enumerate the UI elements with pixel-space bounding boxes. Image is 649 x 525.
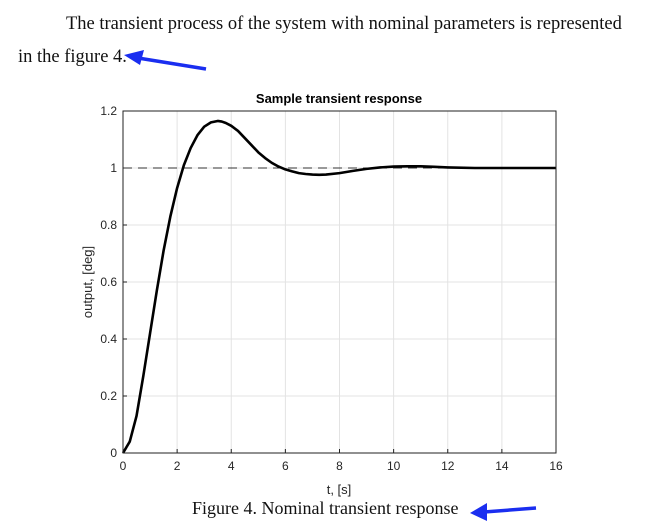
x-tick-label: 12 bbox=[441, 459, 455, 473]
left-arrow-icon bbox=[124, 50, 207, 71]
y-tick-label: 0.8 bbox=[100, 218, 117, 232]
y-tick-label: 0.2 bbox=[100, 389, 117, 403]
x-axis-label: t, [s] bbox=[327, 482, 352, 497]
arrow-shaft bbox=[483, 506, 537, 514]
x-tick-label: 2 bbox=[174, 459, 181, 473]
y-tick-label: 0.4 bbox=[100, 332, 117, 346]
series-line bbox=[121, 119, 556, 454]
y-tick-label: 0.6 bbox=[100, 275, 117, 289]
chart-title: Sample transient response bbox=[256, 91, 422, 106]
x-tick-label: 16 bbox=[549, 459, 563, 473]
figure-caption: Figure 4. Nominal transient response bbox=[192, 498, 459, 518]
transient-response-chart: 0 2 4 6 8 10 12 14 16 0 0.2 0.4 0.6 0.8 1 1.2 Sample t… bbox=[80, 91, 563, 497]
x-tick-label: 8 bbox=[336, 459, 343, 473]
arrow-shaft bbox=[137, 56, 207, 71]
arrow-head bbox=[470, 503, 487, 521]
x-tick-label: 6 bbox=[282, 459, 289, 473]
y-tick-label: 1 bbox=[110, 161, 117, 175]
x-tick-labels: 0 2 4 6 8 10 12 14 16 bbox=[120, 459, 563, 473]
arrow-head bbox=[124, 50, 144, 65]
y-tick-label: 1.2 bbox=[100, 104, 117, 118]
paragraph-line-1: The transient process of the system with… bbox=[66, 14, 622, 34]
left-arrow-icon-caption bbox=[470, 503, 537, 521]
grid-lines bbox=[122, 110, 557, 454]
x-tick-label: 14 bbox=[495, 459, 509, 473]
y-tick-label: 0 bbox=[110, 446, 117, 460]
x-tick-label: 4 bbox=[228, 459, 235, 473]
x-tick-label: 10 bbox=[387, 459, 401, 473]
y-axis-label: output, [deg] bbox=[80, 246, 95, 318]
paragraph-line-2: in the figure 4. bbox=[18, 47, 127, 67]
plot-frame bbox=[122, 110, 557, 454]
y-tick-labels: 0 0.2 0.4 0.6 0.8 1 1.2 bbox=[100, 104, 117, 460]
x-tick-label: 0 bbox=[120, 459, 127, 473]
